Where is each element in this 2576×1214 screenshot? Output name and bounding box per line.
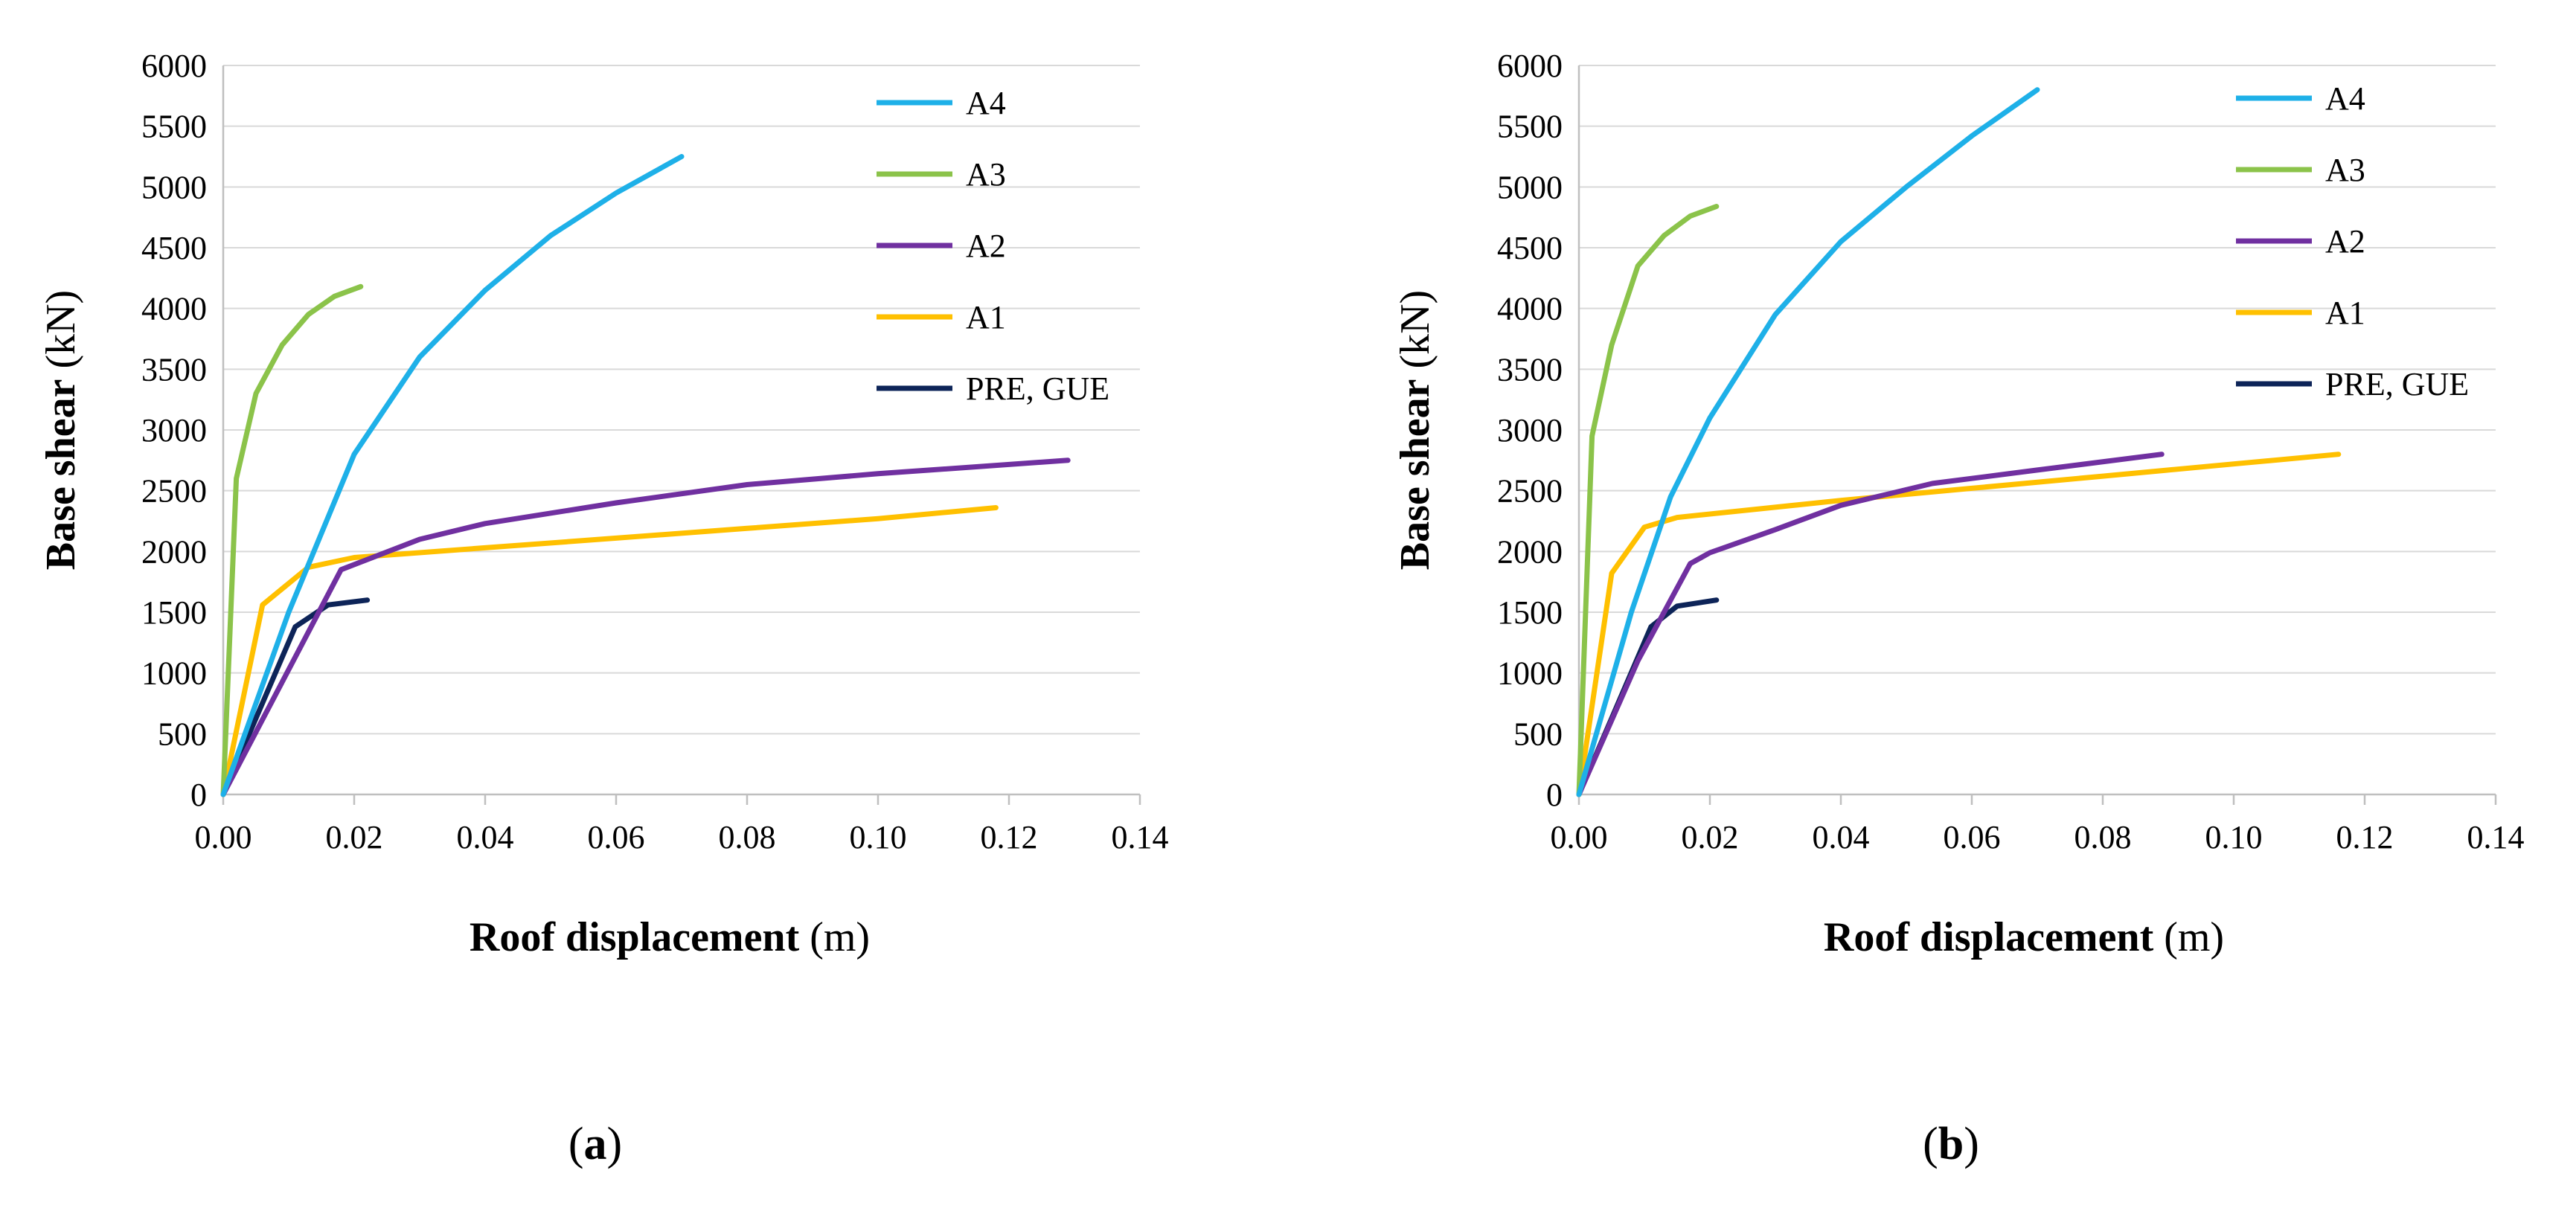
y-tick-label: 0 [190,777,207,813]
y-tick-label: 5500 [141,109,207,145]
x-tick-label: 0.00 [1551,819,1608,855]
y-tick-label: 1500 [1497,594,1563,631]
caption-close: ) [607,1119,623,1169]
caption-open: ( [1923,1119,1938,1169]
x-tick-label: 0.06 [588,819,645,855]
x-tick-label: 0.06 [1944,819,2001,855]
caption-letter: b [1938,1119,1964,1169]
panel-caption: (a) [568,1119,622,1169]
y-axis-title-unit: (kN) [38,290,84,379]
x-tick-label: 0.04 [457,819,514,855]
x-tick-label: 0.02 [1682,819,1739,855]
x-tick-label: 0.12 [981,819,1038,855]
y-tick-label: 500 [1513,716,1563,752]
series-line-a4 [220,154,685,797]
series-line-a3 [220,283,364,797]
y-tick-label: 2500 [141,473,207,510]
y-tick-label: 5000 [1497,169,1563,205]
panel-caption: (b) [1923,1119,1979,1169]
x-axis-title: Roof displacement (m) [470,914,870,960]
y-tick-label: 4000 [141,291,207,327]
series-line-a1 [1576,452,2342,797]
legend-label: A1 [966,299,1006,335]
x-tick-label: 0.12 [2336,819,2394,855]
y-tick-label: 2000 [1497,533,1563,570]
x-axis-title-unit: (m) [2153,914,2224,960]
y-tick-label: 5000 [141,169,207,205]
x-axis-title-bold: Roof displacement [470,914,800,960]
y-tick-label: 2500 [1497,473,1563,510]
caption-letter: a [584,1119,607,1169]
series-line-a4 [1576,87,2040,797]
series-line-a2 [220,457,1071,797]
series-line-a2 [1576,452,2165,797]
y-tick-label: 3500 [1497,351,1563,388]
y-axis-title-bold: Base shear [1392,379,1438,571]
y-tick-label: 4500 [141,230,207,266]
y-tick-label: 0 [1546,777,1563,813]
x-axis-title-unit: (m) [799,914,870,960]
legend-label: A1 [2325,295,2365,331]
legend-label: PRE, GUE [966,370,1109,407]
y-tick-label: 500 [158,716,207,752]
y-axis-title-bold: Base shear [38,379,84,571]
x-tick-label: 0.04 [1813,819,1870,855]
chart-a: 0 500 1000 1500 2000 2500 3000 3500 4000 4500 5000… [38,48,1169,1169]
y-tick-label: 6000 [141,48,207,84]
y-tick-label: 1000 [141,655,207,692]
y-tick-label: 4500 [1497,230,1563,266]
y-tick-label: 5500 [1497,109,1563,145]
chart-b: 0 500 1000 1500 2000 2500 3000 3500 4000 4500 5000… [1392,48,2525,1169]
series-line-a1 [220,505,999,797]
x-tick-label: 0.10 [850,819,907,855]
x-axis-title: Roof displacement (m) [1824,914,2224,960]
caption-close: ) [1964,1119,1979,1169]
caption-open: ( [568,1119,584,1169]
x-tick-label: 0.00 [195,819,252,855]
y-tick-label: 1500 [141,594,207,631]
legend-label: A3 [2325,152,2365,188]
legend-label: A2 [966,228,1006,264]
series-line-a3 [1576,204,1720,797]
y-axis-title-unit: (kN) [1392,290,1438,379]
y-tick-label: 1000 [1497,655,1563,692]
legend-label: A4 [2325,80,2365,117]
series-line-pre-gue [220,597,371,797]
legend-label: A2 [2325,223,2365,260]
x-tick-label: 0.02 [326,819,383,855]
x-axis-title-bold: Roof displacement [1824,914,2154,960]
legend-label: A3 [966,156,1006,193]
legend-label: PRE, GUE [2325,366,2469,402]
x-tick-label: 0.08 [2074,819,2132,855]
y-axis-title: Base shear (kN) [38,290,84,570]
x-tick-label: 0.08 [719,819,776,855]
y-tick-label: 3500 [141,351,207,388]
y-tick-label: 3000 [141,412,207,449]
y-tick-label: 6000 [1497,48,1563,84]
y-tick-label: 4000 [1497,291,1563,327]
y-tick-label: 3000 [1497,412,1563,449]
y-tick-label: 2000 [141,533,207,570]
y-axis-title: Base shear (kN) [1392,290,1438,570]
x-tick-label: 0.14 [1112,819,1169,855]
x-tick-label: 0.10 [2205,819,2263,855]
x-tick-label: 0.14 [2467,819,2525,855]
legend-label: A4 [966,85,1006,121]
